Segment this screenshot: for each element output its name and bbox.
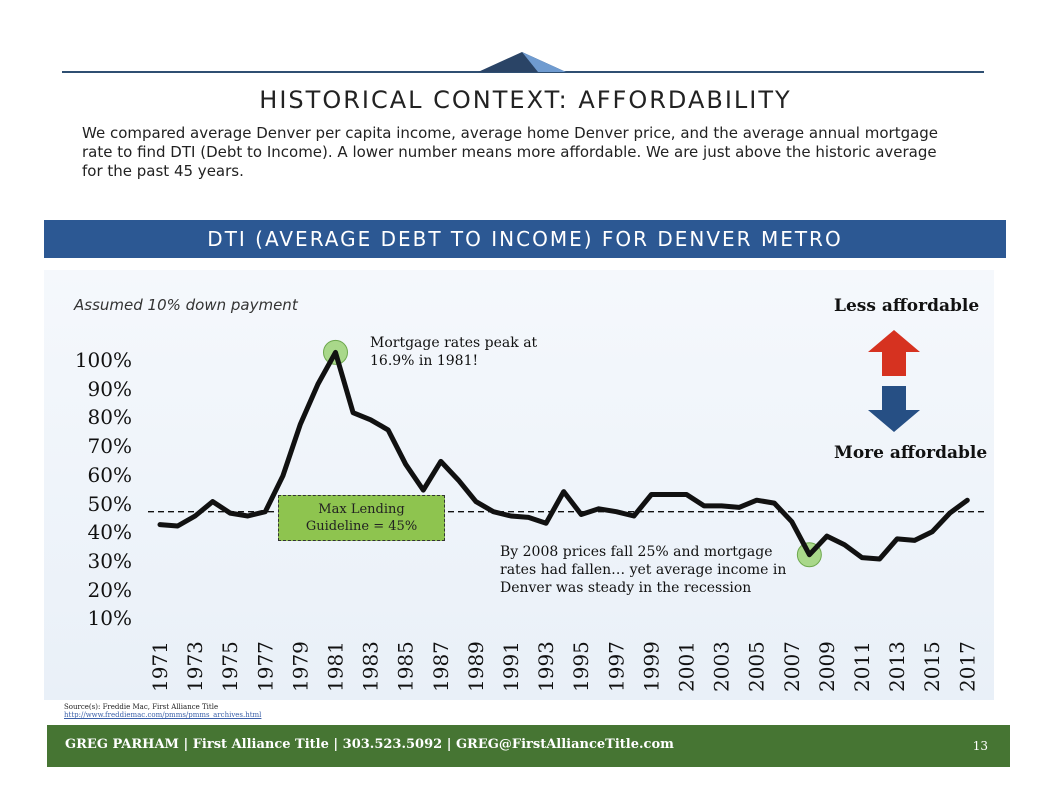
max-lending-guideline-box: Max Lending Guideline = 45%: [278, 495, 445, 541]
x-tick-label: 2007: [780, 641, 804, 692]
x-tick-label: 1997: [604, 641, 628, 692]
recession-annotation: By 2008 prices fall 25% and mortgage rat…: [500, 543, 790, 597]
x-tick-label: 1999: [639, 641, 663, 692]
x-tick-label: 1983: [359, 641, 383, 692]
x-tick-label: 2005: [745, 641, 769, 692]
more-affordable-label: More affordable: [834, 443, 987, 463]
footer-bar: GREG PARHAM | First Alliance Title | 303…: [47, 725, 1010, 767]
source-note: Source(s): Freddie Mac, First Alliance T…: [64, 703, 261, 719]
x-tick-label: 1977: [253, 641, 277, 692]
footer-contact: GREG PARHAM | First Alliance Title | 303…: [65, 737, 674, 752]
max-lending-line-2: Guideline = 45%: [279, 518, 444, 535]
max-lending-line-1: Max Lending: [279, 501, 444, 518]
x-tick-label: 1981: [324, 641, 348, 692]
x-tick-label: 1989: [464, 641, 488, 692]
x-tick-label: 1971: [148, 641, 172, 692]
x-tick-label: 2011: [850, 641, 874, 692]
x-tick-label: 1979: [288, 641, 312, 692]
peak-annotation: Mortgage rates peak at 16.9% in 1981!: [370, 334, 550, 370]
x-tick-label: 1987: [429, 641, 453, 692]
x-tick-label: 1975: [218, 641, 242, 692]
x-tick-label: 1993: [534, 641, 558, 692]
x-tick-label: 2013: [885, 641, 909, 692]
x-tick-label: 1985: [394, 641, 418, 692]
x-tick-label: 2009: [815, 641, 839, 692]
x-tick-label: 2001: [675, 641, 699, 692]
x-tick-label: 2015: [920, 641, 944, 692]
x-tick-label: 1995: [569, 641, 593, 692]
less-affordable-label: Less affordable: [834, 296, 979, 316]
up-arrow-icon: [868, 330, 920, 376]
source-label: Source(s): Freddie Mac, First Alliance T…: [64, 703, 261, 711]
x-tick-label: 1973: [183, 641, 207, 692]
page-number: 13: [973, 739, 988, 753]
down-arrow-icon: [868, 386, 920, 432]
x-tick-label: 2017: [955, 641, 979, 692]
source-link[interactable]: http://www.freddiemac.com/pmms/pmms_arch…: [64, 711, 261, 719]
x-tick-label: 1991: [499, 641, 523, 692]
x-tick-label: 2003: [710, 641, 734, 692]
